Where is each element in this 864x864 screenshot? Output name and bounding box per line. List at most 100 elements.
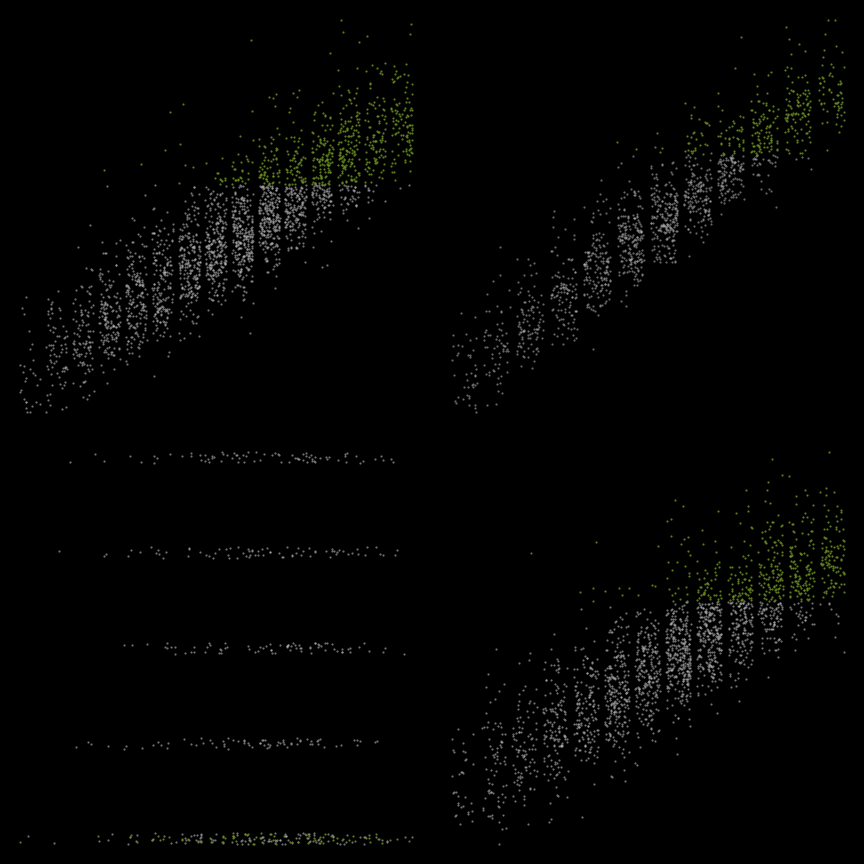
- Point: [607, 715, 621, 728]
- Point: [131, 340, 145, 354]
- Point: [181, 269, 195, 283]
- Point: [734, 639, 747, 653]
- Point: [618, 774, 632, 788]
- Point: [335, 166, 349, 180]
- Point: [668, 202, 682, 216]
- Point: [206, 294, 219, 308]
- Point: [105, 278, 118, 292]
- Point: [741, 596, 755, 610]
- Point: [335, 150, 349, 164]
- Point: [322, 143, 336, 156]
- Point: [646, 726, 660, 740]
- Point: [664, 221, 678, 235]
- Point: [586, 667, 600, 681]
- Point: [812, 93, 826, 107]
- Point: [584, 680, 598, 694]
- Point: [107, 289, 121, 302]
- Point: [149, 282, 163, 295]
- Point: [295, 198, 309, 212]
- Point: [152, 224, 166, 238]
- Point: [207, 257, 221, 271]
- Point: [781, 123, 795, 137]
- Point: [617, 724, 631, 738]
- Point: [174, 260, 187, 274]
- Point: [614, 619, 628, 633]
- Point: [497, 339, 511, 353]
- Point: [350, 174, 364, 187]
- Point: [211, 266, 225, 280]
- Point: [272, 251, 286, 265]
- Point: [82, 286, 96, 300]
- Point: [772, 632, 786, 645]
- Point: [680, 606, 694, 619]
- Point: [683, 225, 696, 238]
- Point: [669, 651, 683, 665]
- Point: [611, 725, 625, 739]
- Point: [503, 300, 517, 314]
- Point: [593, 299, 607, 313]
- Point: [272, 221, 286, 235]
- Point: [671, 581, 685, 594]
- Point: [754, 558, 768, 572]
- Point: [219, 257, 232, 270]
- Point: [162, 736, 175, 750]
- Point: [179, 194, 193, 208]
- Point: [231, 828, 245, 842]
- Point: [336, 141, 350, 155]
- Point: [664, 649, 677, 663]
- Point: [311, 737, 325, 751]
- Point: [677, 680, 690, 694]
- Point: [210, 214, 224, 228]
- Point: [261, 189, 275, 203]
- Point: [232, 256, 246, 270]
- Point: [687, 175, 701, 188]
- Point: [786, 106, 800, 120]
- Point: [264, 205, 278, 219]
- Point: [320, 152, 334, 166]
- Point: [551, 662, 565, 676]
- Point: [830, 539, 844, 553]
- Point: [786, 85, 800, 98]
- Point: [644, 670, 658, 684]
- Point: [676, 599, 689, 613]
- Point: [232, 454, 245, 468]
- Point: [498, 753, 511, 767]
- Point: [722, 131, 736, 145]
- Point: [194, 828, 208, 842]
- Point: [180, 230, 194, 244]
- Point: [589, 671, 603, 685]
- Point: [526, 705, 540, 719]
- Point: [753, 114, 766, 128]
- Point: [174, 244, 187, 257]
- Point: [728, 190, 742, 204]
- Point: [765, 128, 778, 142]
- Point: [605, 626, 619, 639]
- Point: [264, 545, 277, 559]
- Point: [585, 732, 599, 746]
- Point: [324, 234, 338, 248]
- Point: [739, 633, 753, 647]
- Point: [707, 602, 721, 616]
- Point: [699, 193, 713, 206]
- Point: [158, 318, 172, 332]
- Point: [723, 560, 737, 574]
- Point: [516, 349, 530, 363]
- Point: [548, 701, 562, 715]
- Point: [526, 301, 540, 314]
- Point: [669, 162, 683, 175]
- Point: [816, 498, 830, 511]
- Point: [630, 606, 644, 619]
- Point: [750, 148, 764, 162]
- Point: [57, 378, 71, 392]
- Point: [357, 830, 371, 844]
- Point: [198, 645, 212, 658]
- Point: [86, 384, 100, 398]
- Point: [272, 242, 286, 256]
- Point: [822, 445, 835, 459]
- Point: [681, 543, 695, 557]
- Point: [236, 251, 250, 264]
- Point: [239, 231, 253, 245]
- Point: [124, 270, 138, 283]
- Point: [202, 234, 216, 248]
- Point: [295, 239, 309, 253]
